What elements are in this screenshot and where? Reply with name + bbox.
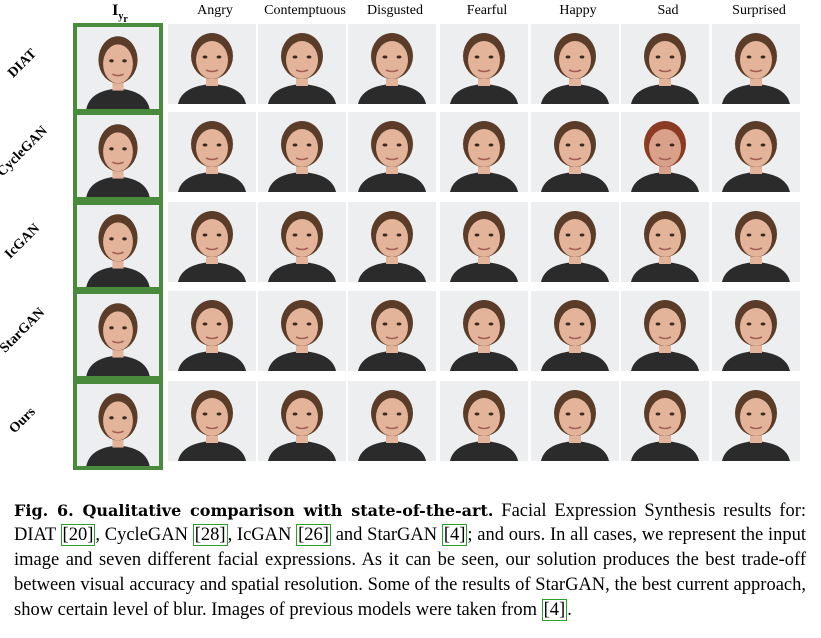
generated-face-image bbox=[440, 24, 528, 104]
generated-face-image bbox=[621, 381, 709, 461]
column-header-disgusted: Disgusted bbox=[367, 3, 423, 18]
citation-4[interactable]: [4] bbox=[441, 524, 468, 547]
generated-face-image bbox=[440, 112, 528, 192]
generated-face-image bbox=[258, 24, 346, 104]
figure-caption: Fig. 6. Qualitative comparison with stat… bbox=[14, 499, 806, 623]
generated-face-image bbox=[531, 24, 619, 104]
input-face-image bbox=[73, 290, 163, 380]
generated-face-image bbox=[168, 112, 256, 192]
column-header-happy: Happy bbox=[559, 3, 597, 18]
column-header-fearful: Fearful bbox=[466, 3, 508, 18]
generated-face-image bbox=[531, 381, 619, 461]
generated-face-image bbox=[348, 381, 436, 461]
generated-face-image bbox=[712, 381, 800, 461]
generated-face-image bbox=[258, 291, 346, 371]
input-face-image bbox=[73, 201, 163, 291]
generated-face-image bbox=[440, 202, 528, 282]
citation-4[interactable]: [4] bbox=[541, 598, 568, 621]
generated-face-image bbox=[168, 24, 256, 104]
column-header-surprised: Surprised bbox=[732, 3, 786, 18]
caption-text: and StarGAN bbox=[330, 525, 442, 546]
generated-face-image bbox=[621, 291, 709, 371]
generated-face-image bbox=[168, 291, 256, 371]
input-face-image bbox=[73, 111, 163, 201]
caption-label: Fig. 6. Qualitative comparison with stat… bbox=[14, 500, 494, 520]
citation-28[interactable]: [28] bbox=[192, 524, 228, 547]
input-face-image bbox=[73, 23, 163, 113]
caption-text: , IcGAN bbox=[227, 525, 297, 546]
generated-face-image bbox=[531, 291, 619, 371]
column-header-input: Iyr bbox=[112, 2, 128, 26]
generated-face-image bbox=[712, 202, 800, 282]
generated-face-image bbox=[348, 291, 436, 371]
generated-face-image bbox=[348, 202, 436, 282]
column-header-angry: Angry bbox=[197, 3, 233, 18]
generated-face-image bbox=[712, 24, 800, 104]
generated-face-image bbox=[348, 24, 436, 104]
caption-text: Facial Expression Synthesis results for:… bbox=[14, 500, 807, 546]
generated-face-image bbox=[440, 291, 528, 371]
caption-text: . bbox=[567, 599, 572, 620]
row-label-ours: Ours bbox=[6, 404, 39, 437]
caption-text: , CycleGAN bbox=[95, 525, 193, 546]
generated-face-image bbox=[440, 381, 528, 461]
row-label-diat: DIAT bbox=[5, 46, 40, 81]
generated-face-image bbox=[621, 112, 709, 192]
generated-face-image bbox=[258, 202, 346, 282]
citation-20[interactable]: [20] bbox=[60, 524, 96, 547]
generated-face-image bbox=[258, 112, 346, 192]
generated-face-image bbox=[258, 381, 346, 461]
generated-face-image bbox=[168, 381, 256, 461]
row-label-icgan: IcGAN bbox=[2, 221, 44, 263]
citation-26[interactable]: [26] bbox=[296, 524, 331, 547]
generated-face-image bbox=[168, 202, 256, 282]
generated-face-image bbox=[348, 112, 436, 192]
row-label-cyclegan: CycleGAN bbox=[0, 123, 51, 180]
generated-face-image bbox=[531, 112, 619, 192]
caption-text: ; and ours. In all cases, we represent t… bbox=[14, 525, 807, 620]
generated-face-image bbox=[531, 202, 619, 282]
column-header-contemptuous: Contemptuous bbox=[264, 3, 346, 18]
input-face-image bbox=[73, 380, 163, 470]
row-label-stargan: StarGAN bbox=[0, 305, 49, 357]
column-header-sad: Sad bbox=[657, 3, 679, 18]
generated-face-image bbox=[712, 291, 800, 371]
generated-face-image bbox=[621, 24, 709, 104]
generated-face-image bbox=[621, 202, 709, 282]
generated-face-image bbox=[712, 112, 800, 192]
